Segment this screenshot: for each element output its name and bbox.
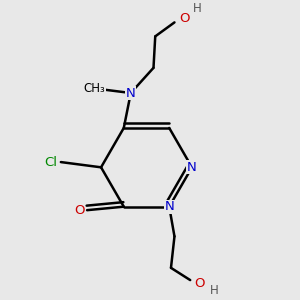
- Text: CH₃: CH₃: [83, 82, 105, 94]
- Text: O: O: [195, 277, 205, 290]
- Text: H: H: [193, 2, 202, 15]
- Text: H: H: [210, 284, 218, 297]
- Text: Cl: Cl: [45, 156, 58, 169]
- Text: N: N: [126, 86, 136, 100]
- Text: O: O: [74, 204, 85, 217]
- Text: N: N: [187, 161, 197, 174]
- Text: N: N: [164, 200, 174, 213]
- Text: O: O: [179, 12, 190, 25]
